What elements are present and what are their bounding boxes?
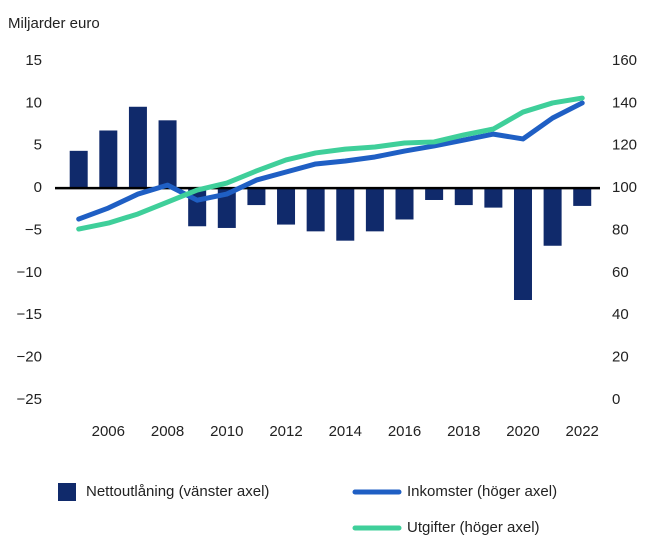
y2-tick-label: 120: [612, 137, 637, 154]
x-tick-label: 2014: [329, 423, 362, 440]
bar: [99, 130, 118, 189]
y2-tick-label: 80: [612, 221, 629, 238]
y-tick-label: −25: [17, 391, 42, 408]
y-tick-label: 10: [25, 94, 42, 111]
bar: [365, 188, 384, 232]
bar: [543, 188, 562, 246]
line: [76, 95, 585, 232]
x-tick-label: 2012: [269, 423, 302, 440]
y-tick-label: −10: [17, 264, 42, 281]
y2-tick-label: 160: [612, 52, 637, 69]
bar: [128, 106, 147, 189]
y-tick-label: 15: [25, 52, 42, 69]
y2-tick-label: 60: [612, 264, 629, 281]
bar: [395, 188, 414, 220]
x-tick-label: 2006: [92, 423, 125, 440]
bar: [217, 188, 236, 228]
legend-label: Nettoutlåning (vänster axel): [86, 483, 269, 500]
x-tick-label: 2020: [506, 423, 539, 440]
x-tick-label: 2016: [388, 423, 421, 440]
legend-swatch: [58, 483, 76, 501]
bar: [573, 188, 592, 206]
x-tick-label: 2008: [151, 423, 184, 440]
bar: [69, 150, 88, 189]
bar: [454, 188, 473, 206]
bar: [247, 188, 266, 206]
y-tick-label: 0: [34, 179, 42, 196]
bar: [336, 188, 355, 241]
x-tick-label: 2022: [566, 423, 599, 440]
bar: [158, 120, 177, 189]
bar: [277, 188, 296, 225]
y-tick-label: −20: [17, 349, 42, 366]
y2-tick-label: 0: [612, 391, 620, 408]
legend-label: Utgifter (höger axel): [407, 519, 540, 536]
x-tick-label: 2010: [210, 423, 243, 440]
bar: [484, 188, 503, 208]
y-tick-label: −5: [25, 221, 42, 238]
y2-tick-label: 100: [612, 179, 637, 196]
bar: [513, 188, 532, 300]
y2-tick-label: 40: [612, 306, 629, 323]
y2-tick-label: 140: [612, 94, 637, 111]
y2-tick-label: 20: [612, 349, 629, 366]
y-tick-label: −15: [17, 306, 42, 323]
bar: [306, 188, 325, 232]
y-tick-label: 5: [34, 137, 42, 154]
bar: [425, 188, 444, 200]
x-tick-label: 2018: [447, 423, 480, 440]
y-axis-label: Miljarder euro: [8, 15, 100, 32]
line: [76, 100, 585, 222]
legend-label: Inkomster (höger axel): [407, 483, 557, 500]
